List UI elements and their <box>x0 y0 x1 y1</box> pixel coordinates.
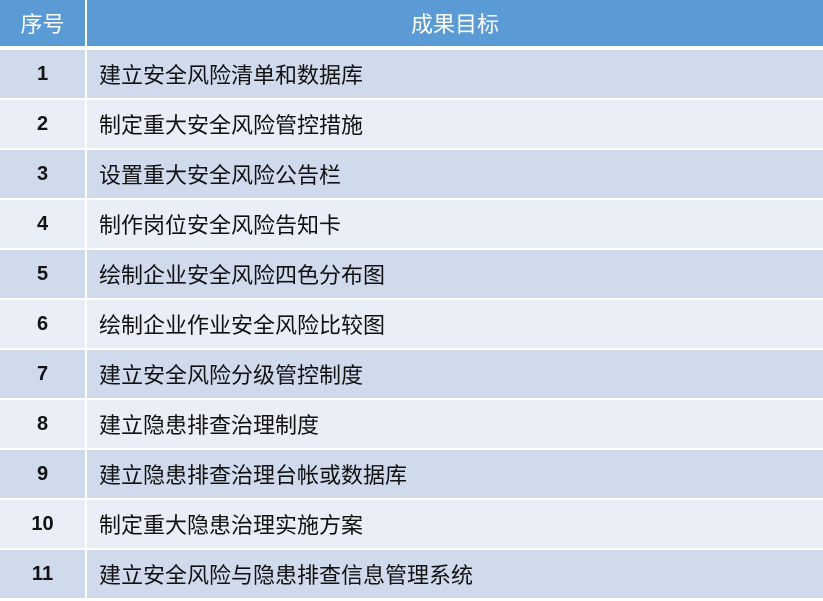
table-row: 10 制定重大隐患治理实施方案 <box>0 499 823 550</box>
row-number: 4 <box>0 199 87 250</box>
row-number: 8 <box>0 399 87 450</box>
row-goal: 建立安全风险清单和数据库 <box>86 48 823 100</box>
row-number: 10 <box>0 499 87 550</box>
row-goal: 建立安全风险与隐患排查信息管理系统 <box>86 549 823 600</box>
table-row: 2 制定重大安全风险管控措施 <box>0 99 823 150</box>
table-row: 6 绘制企业作业安全风险比较图 <box>0 299 823 350</box>
table-row: 7 建立安全风险分级管控制度 <box>0 349 823 400</box>
row-goal: 制定重大隐患治理实施方案 <box>86 499 823 550</box>
table-row: 1 建立安全风险清单和数据库 <box>0 48 823 100</box>
table-row: 11 建立安全风险与隐患排查信息管理系统 <box>0 549 823 600</box>
row-number: 9 <box>0 449 87 500</box>
table-row: 9 建立隐患排查治理台帐或数据库 <box>0 449 823 500</box>
table-row: 5 绘制企业安全风险四色分布图 <box>0 249 823 300</box>
row-goal: 绘制企业作业安全风险比较图 <box>86 299 823 350</box>
row-goal: 绘制企业安全风险四色分布图 <box>86 249 823 300</box>
header-goal: 成果目标 <box>86 0 823 50</box>
header-row: 序号 成果目标 <box>0 0 823 50</box>
row-goal: 建立安全风险分级管控制度 <box>86 349 823 400</box>
table-row: 8 建立隐患排查治理制度 <box>0 399 823 450</box>
row-number: 5 <box>0 249 87 300</box>
row-number: 2 <box>0 99 87 150</box>
table-row: 4 制作岗位安全风险告知卡 <box>0 199 823 250</box>
row-goal: 建立隐患排查治理台帐或数据库 <box>86 449 823 500</box>
row-number: 7 <box>0 349 87 400</box>
row-number: 11 <box>0 549 87 600</box>
row-number: 1 <box>0 48 87 100</box>
row-goal: 建立隐患排查治理制度 <box>86 399 823 450</box>
table-row: 3 设置重大安全风险公告栏 <box>0 149 823 200</box>
row-goal: 制作岗位安全风险告知卡 <box>86 199 823 250</box>
row-goal: 制定重大安全风险管控措施 <box>86 99 823 150</box>
header-number: 序号 <box>0 0 87 50</box>
row-number: 3 <box>0 149 87 200</box>
row-number: 6 <box>0 299 87 350</box>
row-goal: 设置重大安全风险公告栏 <box>86 149 823 200</box>
